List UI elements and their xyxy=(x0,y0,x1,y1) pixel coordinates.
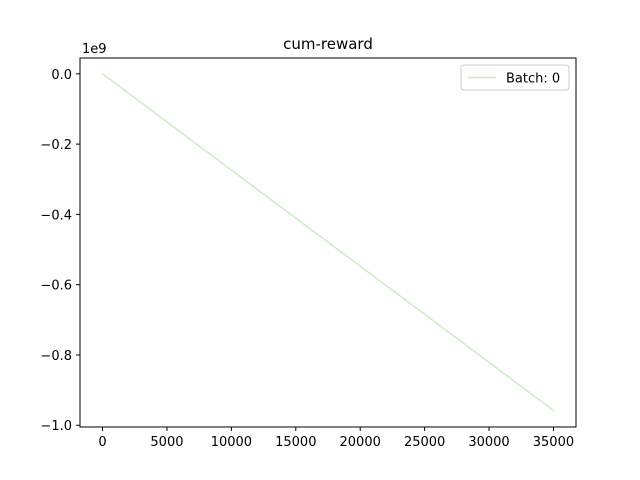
legend-box xyxy=(460,64,570,91)
y-tick-label: −0.4 xyxy=(40,208,72,223)
x-tick-label: 30000 xyxy=(468,435,509,450)
x-tick-label: 5000 xyxy=(150,435,183,450)
y-tick-label: −0.6 xyxy=(40,279,72,294)
y-tick-label: 0.0 xyxy=(51,68,72,83)
legend-label: Batch: 0 xyxy=(506,72,560,87)
x-tick-label: 25000 xyxy=(404,435,445,450)
x-tick-label: 0 xyxy=(98,435,106,450)
x-tick-label: 10000 xyxy=(211,435,252,450)
x-tick-label: 20000 xyxy=(340,435,381,450)
y-tick-label: −1.0 xyxy=(40,419,72,434)
plot-area: 0 5000 10000 15000 20000 25000 30000 35000 0.0 −0… xyxy=(40,57,577,450)
axes-frame xyxy=(79,57,577,428)
x-tick-label: 35000 xyxy=(533,435,574,450)
y-tick-label: −0.2 xyxy=(40,138,72,153)
y-offset-label: 1e9 xyxy=(82,42,107,57)
x-tick-label: 15000 xyxy=(275,435,316,450)
series-line-0 xyxy=(102,73,554,412)
chart-title: cum-reward xyxy=(283,35,373,53)
y-tick-label: −0.8 xyxy=(40,349,72,364)
